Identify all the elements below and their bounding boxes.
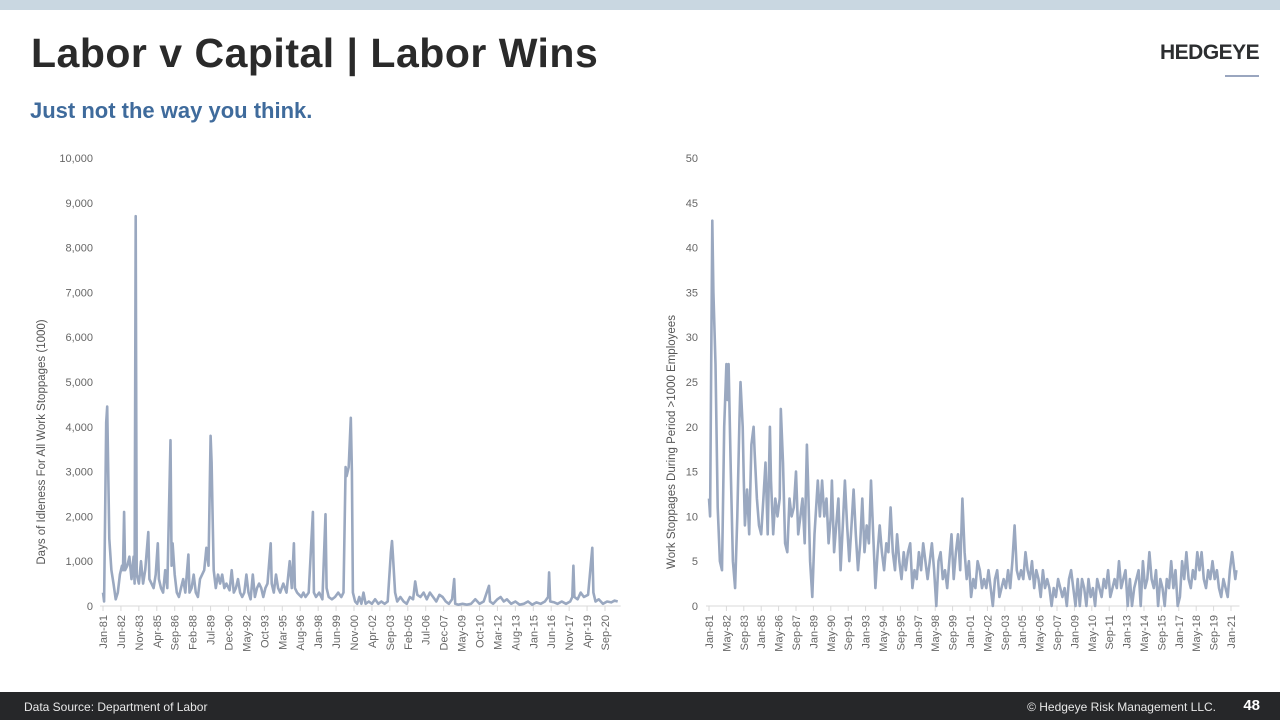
x-tick-label: Nov-83 [134,615,146,650]
x-tick-label: Jan-21 [1226,615,1238,649]
x-tick-label: Jan-97 [913,615,925,649]
x-tick-label: Jan-98 [313,615,325,649]
y-tick-label: 5,000 [65,377,93,389]
x-tick-label: Feb-88 [188,615,200,650]
x-tick-label: Oct-93 [259,615,271,648]
y-axis-title: Days of Idleness For All Work Stoppages … [36,319,48,564]
x-tick-label: Mar-12 [492,615,504,650]
x-tick-label: May-92 [241,615,253,652]
x-tick-label: Jan-17 [1174,615,1186,649]
x-tick-label: Dec-07 [439,615,451,650]
x-tick-label: May-90 [826,615,838,652]
x-tick-label: Jan-81 [98,615,110,649]
footer: Data Source: Department of Labor © Hedge… [0,692,1280,720]
x-tick-label: Sep-87 [791,615,803,650]
x-tick-label: Jan-81 [704,615,716,649]
page-title: Labor v Capital | Labor Wins [31,30,599,76]
hedgeye-logo: HEDGEYE [1160,41,1260,64]
x-tick-label: May-06 [1035,615,1047,652]
x-tick-label: May-82 [721,615,733,652]
logo-underline [1225,75,1259,77]
x-tick-label: Sep-86 [170,615,182,650]
x-tick-label: Sep-20 [600,615,612,650]
x-tick-label: Sep-95 [895,615,907,650]
y-tick-label: 10 [686,511,698,523]
y-axis-title: Work Stoppages During Period >1000 Emplo… [666,315,678,569]
x-tick-label: Jan-13 [1122,615,1134,649]
x-tick-label: Jun-16 [546,615,558,649]
page-number: 48 [1243,697,1260,714]
y-tick-label: 25 [686,377,698,389]
x-tick-label: May-10 [1087,615,1099,652]
x-tick-label: Sep-19 [1209,615,1221,650]
x-tick-label: Sep-83 [739,615,751,650]
y-tick-label: 9,000 [65,198,93,210]
y-tick-label: 3,000 [65,467,93,479]
y-tick-label: 4,000 [65,422,93,434]
top-accent-bar [0,0,1280,10]
x-tick-label: Sep-99 [948,615,960,650]
x-tick-label: Jan-89 [808,615,820,649]
page-subtitle: Just not the way you think. [30,98,313,123]
y-tick-label: 35 [686,287,698,299]
y-tick-label: 0 [87,601,93,613]
y-tick-label: 20 [686,422,698,434]
series-line [707,219,1238,608]
y-tick-label: 45 [686,198,698,210]
series-line [101,214,619,606]
y-tick-label: 7,000 [65,287,93,299]
x-tick-label: Jul-06 [421,615,433,645]
y-tick-label: 10,000 [59,153,93,165]
x-tick-label: Jan-05 [1017,615,1029,649]
x-tick-label: Sep-11 [1104,615,1116,650]
y-tick-label: 6,000 [65,332,93,344]
x-tick-label: Sep-03 [1000,615,1012,650]
x-tick-label: Jan-01 [965,615,977,649]
charts-area: 0 1,000 2,000 3,000 4,000 5,000 6,000 7,000 8,00… [36,153,1240,652]
x-tick-label: Jan-93 [861,615,873,649]
x-tick-label: May-02 [982,615,994,652]
copyright: © Hedgeye Risk Management LLC. [1027,700,1216,714]
x-tick-label: Sep-03 [385,615,397,650]
y-tick-label: 5 [692,556,698,568]
x-tick-label: Aug-13 [510,615,522,650]
x-tick-label: Feb-05 [403,615,415,650]
x-tick-label: May-14 [1139,615,1151,652]
x-tick-label: May-98 [930,615,942,652]
x-tick-label: Apr-02 [367,615,379,648]
y-tick-label: 50 [686,153,698,165]
x-tick-label: Sep-15 [1156,615,1168,650]
x-tick-label: Sep-91 [843,615,855,650]
x-tick-label: Jun-99 [331,615,343,649]
y-tick-label: 1,000 [65,556,93,568]
x-tick-label: Jun-82 [116,615,128,649]
x-tick-label: Dec-90 [224,615,236,650]
x-tick-label: May-86 [774,615,786,652]
y-tick-label: 8,000 [65,243,93,255]
x-tick-label: Apr-19 [582,615,594,648]
x-tick-label: Jan-09 [1069,615,1081,649]
x-tick-label: May-09 [457,615,469,652]
y-tick-label: 40 [686,243,698,255]
x-tick-label: Oct-10 [475,615,487,648]
x-tick-label: Sep-07 [1052,615,1064,650]
y-tick-label: 2,000 [65,511,93,523]
x-tick-label: May-18 [1191,615,1203,652]
x-tick-label: May-94 [878,615,890,652]
x-tick-label: Aug-96 [295,615,307,650]
data-source: Data Source: Department of Labor [24,700,208,714]
x-tick-label: Mar-95 [277,615,289,650]
y-tick-label: 30 [686,332,698,344]
x-tick-label: Jan-85 [756,615,768,649]
x-tick-label: Apr-85 [152,615,164,648]
x-tick-label: Jul-89 [206,615,218,645]
x-tick-label: Nov-17 [564,615,576,650]
x-tick-label: Nov-00 [349,615,361,650]
y-tick-label: 15 [686,467,698,479]
x-tick-label: Jan-15 [528,615,540,649]
y-tick-label: 0 [692,601,698,613]
